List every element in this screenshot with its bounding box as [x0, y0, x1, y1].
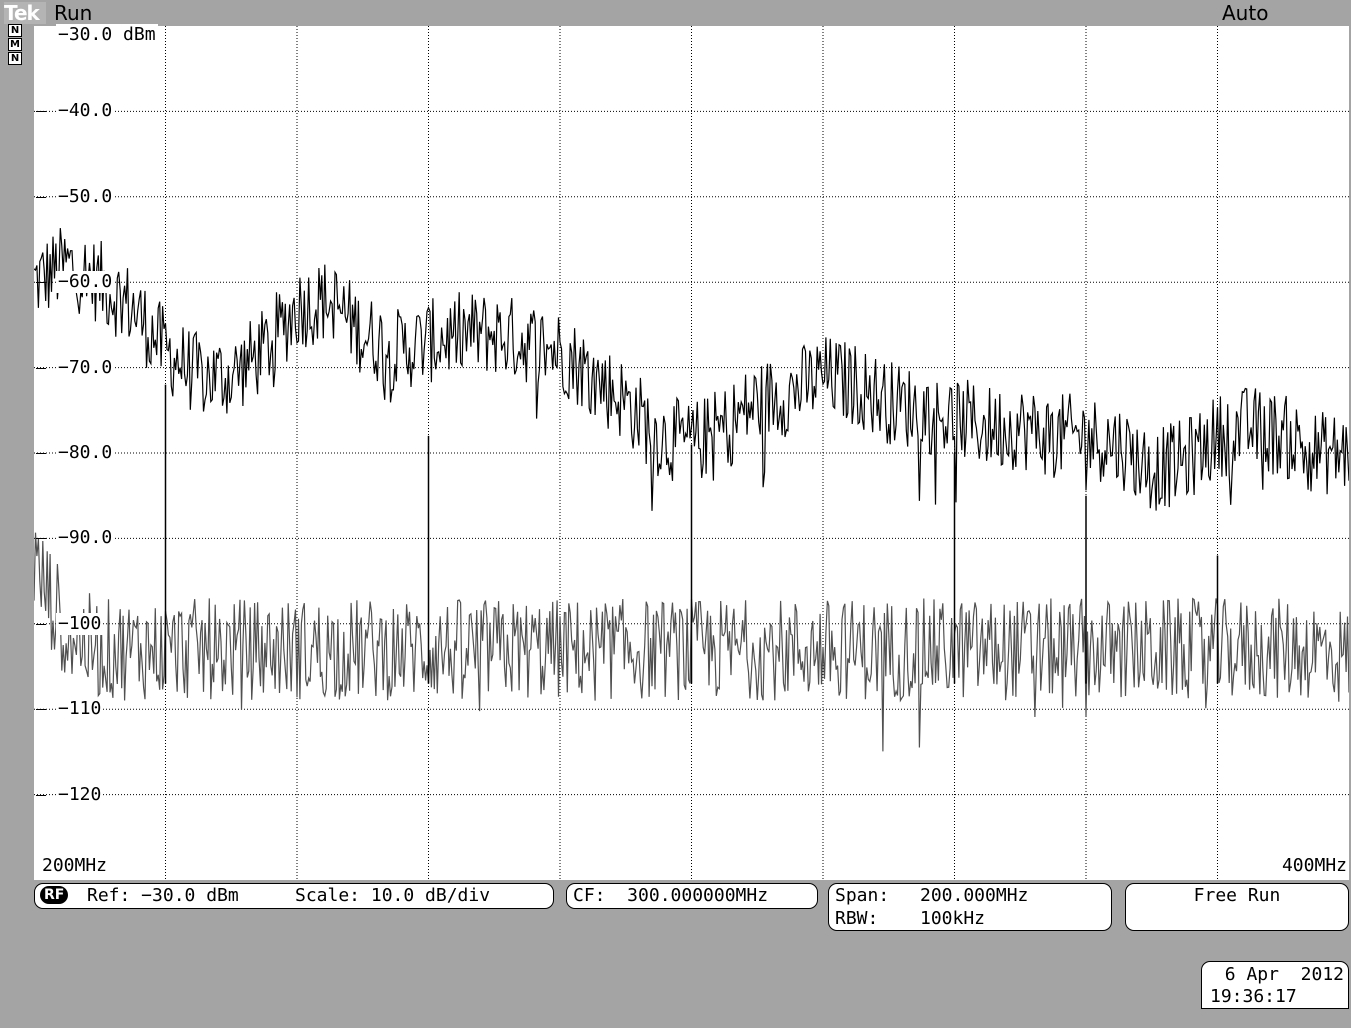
- y-tick-mark: [36, 538, 46, 539]
- y-tick-mark: [36, 453, 46, 454]
- trigger-mode-readout: Auto: [1222, 1, 1269, 25]
- mode-indicator: N: [8, 52, 22, 65]
- center-frequency-readout[interactable]: CF: 300.000000MHz: [566, 883, 818, 909]
- y-tick-label: −110: [56, 698, 104, 721]
- start-frequency-label: 200MHz: [42, 855, 108, 877]
- y-tick-mark: [36, 111, 46, 112]
- rf-badge: RF: [40, 886, 69, 904]
- y-tick-label: −80.0: [56, 442, 115, 464]
- span-label: Span:: [835, 885, 890, 906]
- tek-logo: Tek: [4, 2, 46, 24]
- date-time-readout: 6 Apr 2012 19:36:17: [1201, 961, 1349, 1009]
- trigger-readout[interactable]: Free Run: [1125, 883, 1349, 931]
- ref-level-text: Ref: −30.0 dBm: [87, 885, 239, 906]
- stop-frequency-label: 400MHz: [1281, 855, 1347, 877]
- span-rbw-readout[interactable]: Span: 200.000MHz RBW: 100kHz: [828, 883, 1112, 931]
- scale-text: Scale: 10.0 dB/div: [295, 885, 491, 906]
- y-tick-mark: [36, 282, 46, 283]
- y-tick-label: −120: [56, 783, 104, 806]
- y-tick-mark: [36, 368, 46, 369]
- spectrum-plot: [34, 26, 1349, 880]
- date-text: 6 Apr 2012: [1224, 964, 1344, 985]
- graticule: [34, 26, 1349, 880]
- mode-indicator: N: [8, 24, 22, 37]
- trigger-text: Free Run: [1193, 885, 1281, 906]
- trace-line: [34, 228, 1349, 511]
- mode-indicator: M: [8, 38, 22, 51]
- span-value: 200.000MHz: [920, 885, 1029, 906]
- traces: [34, 228, 1349, 752]
- acquisition-status: Run: [54, 1, 93, 25]
- rbw-label: RBW:: [835, 908, 879, 929]
- spectrum-display[interactable]: −30.0 dBm −40.0 −50.0 −60.0 −70.0 −80.0 −90.0 −…: [34, 24, 1349, 880]
- y-tick-mark: [36, 709, 46, 710]
- y-tick-label: −40.0: [56, 100, 115, 123]
- y-tick-mark: [36, 197, 46, 198]
- time-text: 19:36:17: [1210, 986, 1297, 1007]
- y-tick-label: −30.0 dBm: [56, 24, 158, 46]
- y-tick-label: −50.0: [56, 185, 115, 208]
- y-tick-label: −60.0: [56, 271, 115, 294]
- y-tick-mark: [36, 795, 46, 796]
- acquisition-mode-indicators: N M N: [8, 24, 22, 66]
- y-tick-label: −100: [56, 612, 104, 635]
- rbw-value: 100kHz: [920, 908, 986, 929]
- y-tick-mark: [36, 624, 46, 625]
- y-tick-label: −90.0: [56, 527, 115, 550]
- reference-level-readout[interactable]: RF Ref: −30.0 dBm Scale: 10.0 dB/div: [34, 883, 554, 909]
- y-tick-label: −70.0: [56, 356, 115, 379]
- cf-text: CF: 300.000000MHz: [573, 885, 769, 906]
